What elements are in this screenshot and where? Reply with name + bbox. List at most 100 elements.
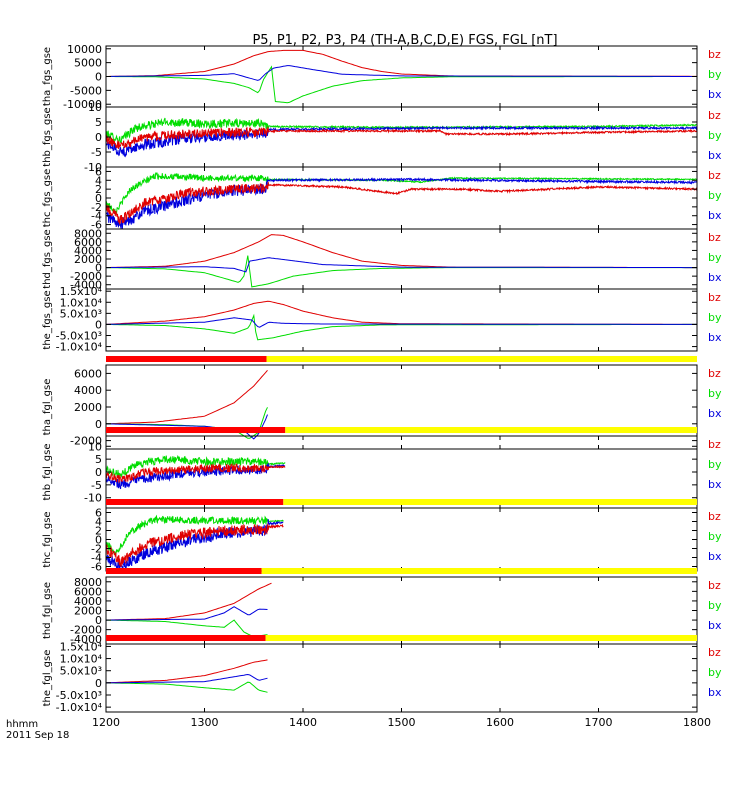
status-bar-red bbox=[106, 356, 267, 362]
y-tick-label: -10 bbox=[84, 492, 102, 505]
y-axis-label: the_fgl_gse bbox=[42, 650, 53, 707]
series-line-by bbox=[106, 313, 697, 341]
y-axis-label: tha_fgl_gse bbox=[42, 379, 53, 436]
legend-bz: bz bbox=[708, 510, 721, 523]
legend-by: by bbox=[708, 666, 722, 679]
y-tick-label: 4000 bbox=[74, 384, 102, 397]
y-tick-label: 1.0x10⁴ bbox=[60, 653, 103, 666]
y-tick-label: -2 bbox=[91, 201, 102, 214]
y-tick-label: 10 bbox=[88, 440, 102, 453]
panel-frame bbox=[105, 288, 698, 352]
y-axis-label: tha_fgs_gse bbox=[42, 47, 53, 106]
y-tick-label: 5.0x10³ bbox=[60, 307, 102, 320]
legend-bz: bz bbox=[708, 367, 721, 380]
legend-bx: bx bbox=[708, 407, 722, 420]
panel-the_fgs_gse: 1.5x10⁴1.0x10⁴5.0x10³0-5.0x10³-1.0x10⁴th… bbox=[42, 285, 722, 353]
series-line-bx bbox=[106, 606, 268, 621]
legend-bx: bx bbox=[708, 478, 722, 491]
y-tick-label: -1.0x10⁴ bbox=[56, 701, 103, 714]
y-axis-label: thc_fgs_gse bbox=[42, 169, 53, 228]
y-axis-label: thb_fgs_gse bbox=[42, 107, 53, 166]
series-line-bx bbox=[106, 65, 697, 81]
y-tick-label: 6 bbox=[95, 165, 102, 178]
x-tick-label: 1300 bbox=[191, 716, 219, 729]
y-tick-label: 6000 bbox=[74, 585, 102, 598]
y-tick-label: -5.0x10³ bbox=[56, 330, 102, 343]
status-bar-yellow bbox=[266, 356, 697, 362]
y-tick-label: 1.5x10⁴ bbox=[60, 640, 103, 653]
series-line-bx bbox=[106, 257, 697, 273]
y-tick-label: 8000 bbox=[74, 227, 102, 240]
y-tick-label: 0 bbox=[95, 71, 102, 84]
y-tick-label: 0 bbox=[95, 131, 102, 144]
y-axis-label: thd_fgs_gse bbox=[42, 229, 53, 288]
x-tick-label: 1200 bbox=[92, 716, 120, 729]
legend-bx: bx bbox=[708, 149, 722, 162]
legend-by: by bbox=[708, 129, 722, 142]
status-bar-red bbox=[106, 568, 262, 574]
y-tick-label: 2000 bbox=[74, 401, 102, 414]
y-tick-label: 4 bbox=[95, 516, 102, 529]
y-tick-label: -4 bbox=[91, 210, 102, 223]
y-axis-label: thb_fgl_gse bbox=[42, 444, 53, 501]
legend-bz: bz bbox=[708, 48, 721, 61]
series-line-bz bbox=[106, 126, 697, 150]
y-tick-label: -5.0x10³ bbox=[56, 689, 102, 702]
series-line-bz bbox=[106, 523, 284, 568]
legend-by: by bbox=[708, 458, 722, 471]
series-line-bx bbox=[106, 673, 268, 684]
series-line-bz bbox=[106, 462, 286, 483]
legend-bz: bz bbox=[708, 291, 721, 304]
x-tick-label: 1500 bbox=[388, 716, 416, 729]
legend-bz: bz bbox=[708, 646, 721, 659]
series-line-by bbox=[106, 171, 697, 216]
status-bar-yellow bbox=[283, 499, 697, 505]
y-tick-label: 4000 bbox=[74, 244, 102, 257]
y-tick-label: 5 bbox=[95, 453, 102, 466]
legend-bz: bz bbox=[708, 109, 721, 122]
legend-by: by bbox=[708, 387, 722, 400]
legend-by: by bbox=[708, 251, 722, 264]
y-tick-label: 1.5x10⁴ bbox=[60, 285, 103, 298]
y-tick-label: 5 bbox=[95, 116, 102, 129]
y-axis-label: thc_fgl_gse bbox=[42, 511, 53, 567]
series-line-by bbox=[106, 255, 697, 288]
legend-bz: bz bbox=[708, 579, 721, 592]
y-tick-label: 0 bbox=[95, 192, 102, 205]
status-bar-red bbox=[106, 427, 286, 433]
plot-title: P5, P1, P2, P3, P4 (TH-A,B,C,D,E) FGS, F… bbox=[252, 33, 557, 48]
y-tick-label: 0 bbox=[95, 614, 102, 627]
y-tick-label: 0 bbox=[95, 418, 102, 431]
status-bar-yellow bbox=[285, 427, 697, 433]
y-tick-label: -6 bbox=[91, 219, 102, 232]
y-tick-label: 6000 bbox=[74, 236, 102, 249]
y-tick-label: -4000 bbox=[70, 633, 102, 646]
y-tick-label: 1.0x10⁴ bbox=[60, 296, 103, 309]
y-tick-label: -1.0x10⁴ bbox=[56, 341, 103, 354]
legend-bx: bx bbox=[708, 271, 722, 284]
series-line-by bbox=[106, 514, 284, 556]
legend-bx: bx bbox=[708, 331, 722, 344]
y-tick-label: 4 bbox=[95, 174, 102, 187]
series-line-bz bbox=[106, 369, 268, 425]
y-tick-label: 5000 bbox=[74, 57, 102, 70]
y-tick-label: 10000 bbox=[67, 43, 102, 56]
y-tick-label: -6 bbox=[91, 561, 102, 574]
y-tick-label: -2 bbox=[91, 543, 102, 556]
series-line-bx bbox=[106, 317, 697, 328]
series-line-bz bbox=[106, 659, 268, 684]
y-tick-label: -2000 bbox=[70, 270, 102, 283]
status-bar-yellow bbox=[265, 635, 697, 641]
x-tick-label: 1700 bbox=[585, 716, 613, 729]
y-tick-label: -5 bbox=[91, 479, 102, 492]
y-tick-label: -10 bbox=[84, 161, 102, 174]
status-bar-red bbox=[106, 635, 266, 641]
